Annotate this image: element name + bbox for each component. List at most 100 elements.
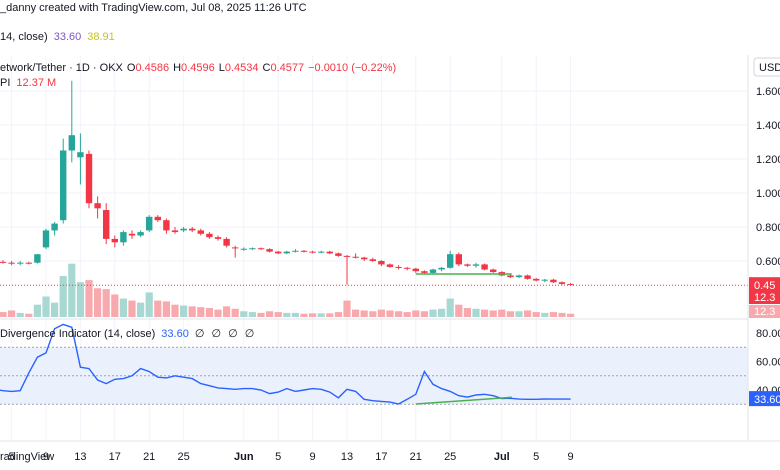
volume-bar [506,311,514,317]
candle-body [292,250,299,252]
volume-bar [463,307,471,317]
volume-bar [223,306,231,317]
time-tick-label: 21 [143,451,155,463]
volume-bar [205,307,213,317]
high-value: 0.4596 [181,62,215,74]
price-tick-label: 0.800 [756,222,780,234]
volume-bar [162,301,170,317]
volume-bar [283,312,291,317]
top-indicator-label: 14, close) [0,31,48,43]
volume-bar [472,308,480,317]
volume-bar [68,263,76,317]
candle-body [266,249,273,252]
time-tick-label: 9 [43,451,49,463]
candle-body [386,264,394,267]
volume-legend: PI 12.37 M [0,77,56,89]
candle-body [103,210,110,239]
volume-bar [102,289,110,317]
volume-bar [94,288,102,317]
volume-bar [8,310,16,317]
candle-body [146,216,153,231]
indicator-legend[interactable]: Divergence Indicator (14, close) 33.60 ∅ ∅… [0,327,256,340]
top-indicator-legend: 14, close) 33.60 38.91 [0,31,115,43]
open-label: O [126,62,136,74]
candle-body [309,251,316,253]
time-tick-label: 5 [9,451,15,463]
candle-body [335,253,342,256]
high-label: H [173,62,182,74]
indicator-extra: ∅ ∅ ∅ ∅ [194,328,257,340]
volume-bar [549,312,557,317]
volume-tag2-text: 12.3 [754,306,775,318]
indicator-label: Divergence Indicator (14, close) [0,328,156,340]
candle-body [25,262,32,264]
candle-body [111,238,118,243]
volume-bar [85,280,93,317]
volume-bar [137,302,145,317]
volume-bar [248,312,256,317]
candle-body [326,251,333,254]
candle-body [232,247,239,249]
price-tick-label: 1.000 [756,188,780,200]
time-tick-label: 13 [74,451,86,463]
candle-body [361,257,368,260]
candle-body [240,248,247,250]
candle-body [438,267,445,270]
rsi-divergence-line [415,396,512,405]
candle-body [223,238,230,246]
volume-bar [360,310,368,317]
close-value: 0.4577 [270,62,305,74]
volume-bar [240,311,248,317]
candle-body [567,283,574,285]
candle-body [154,216,161,221]
candle-body [60,150,67,221]
volume-bar [119,298,127,317]
volume-bar [343,300,351,317]
footer-brand: radingView [0,451,54,463]
volume-bar [300,313,308,317]
volume-bar [532,312,540,317]
symbol-legend[interactable]: etwork/Tether · 1D · OKX O0.4586 H0.4596 L0… [0,62,396,74]
candle-body [369,259,376,261]
rsi-tick-label: 80.00 [756,328,780,340]
publisher-line: _danny created with TradingView.com, Jul… [0,2,307,14]
candle-body [249,248,256,250]
footer-brand-text: radingView [0,451,55,463]
last-price-tag [749,277,780,293]
volume-bar [403,312,411,317]
candle-body [214,237,222,239]
volume-bar [76,282,84,317]
rsi-line [0,323,571,405]
indicator-value: 33.60 [161,328,189,340]
candle-body [352,256,359,258]
candle-body [541,279,548,281]
candle-body [507,275,514,278]
volume-bar [309,313,317,317]
volume-bar [334,312,342,317]
candle-body [464,264,471,266]
volume-bar [541,312,549,317]
time-tick-label: 17 [375,451,387,463]
candle-body [128,233,136,236]
candle-body [421,271,428,273]
time-tick-label: 17 [109,451,121,463]
time-tick-label: 25 [444,451,456,463]
symbol-name: etwork/Tether · 1D · OKX [0,62,123,74]
time-tick-label: 13 [341,451,353,463]
open-value: 0.4586 [135,62,170,74]
time-tick-label: Jun [234,451,254,463]
candle-body [257,248,265,250]
time-tick-label: Jul [494,451,510,463]
candle-body [550,279,557,283]
candle-body [515,275,523,278]
volume-bar [145,292,153,317]
volume-tag-text: 12.3 [754,292,775,304]
candle-body [137,232,144,236]
candle-body [85,153,93,204]
volume-bar [420,311,428,317]
candle-body [378,261,385,265]
price-unit-box [753,57,780,77]
volume-bar [25,313,33,317]
volume-bar [446,298,454,317]
